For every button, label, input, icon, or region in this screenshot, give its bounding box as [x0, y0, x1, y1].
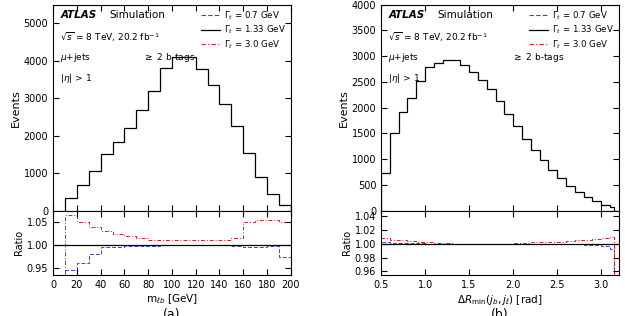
Text: ATLAS: ATLAS [388, 10, 424, 20]
Text: Simulation: Simulation [109, 10, 165, 20]
Text: $\sqrt{s}$ = 8 TeV, 20.2 fb$^{-1}$: $\sqrt{s}$ = 8 TeV, 20.2 fb$^{-1}$ [388, 30, 488, 44]
Text: ATLAS: ATLAS [60, 10, 96, 20]
Y-axis label: Events: Events [339, 89, 349, 126]
Y-axis label: Ratio: Ratio [14, 230, 24, 255]
Text: $\geq$ 2 b-tags: $\geq$ 2 b-tags [512, 51, 564, 64]
Text: $\mu$+jets: $\mu$+jets [60, 51, 91, 64]
Text: (b): (b) [491, 308, 509, 316]
Text: $\geq$ 2 b-tags: $\geq$ 2 b-tags [143, 51, 196, 64]
X-axis label: $\Delta R_{\rm min}(j_b, j_\ell)$ [rad]: $\Delta R_{\rm min}(j_b, j_\ell)$ [rad] [457, 293, 542, 307]
Y-axis label: Events: Events [11, 89, 21, 126]
Text: $|\eta|$ > 1: $|\eta|$ > 1 [60, 72, 92, 85]
X-axis label: m$_{\ell b}$ [GeV]: m$_{\ell b}$ [GeV] [146, 293, 198, 307]
Text: Simulation: Simulation [437, 10, 493, 20]
Y-axis label: Ratio: Ratio [342, 230, 352, 255]
Text: $|\eta|$ > 1: $|\eta|$ > 1 [388, 72, 420, 85]
Text: (a): (a) [163, 308, 181, 316]
Legend: $\Gamma_t$ = 0.7 GeV, $\Gamma_t$ = 1.33 GeV, $\Gamma_t$ = 3.0 GeV: $\Gamma_t$ = 0.7 GeV, $\Gamma_t$ = 1.33 … [201, 9, 286, 51]
Text: $\mu$+jets: $\mu$+jets [388, 51, 419, 64]
Text: $\sqrt{s}$ = 8 TeV, 20.2 fb$^{-1}$: $\sqrt{s}$ = 8 TeV, 20.2 fb$^{-1}$ [60, 30, 160, 44]
Legend: $\Gamma_t$ = 0.7 GeV, $\Gamma_t$ = 1.33 GeV, $\Gamma_t$ = 3.0 GeV: $\Gamma_t$ = 0.7 GeV, $\Gamma_t$ = 1.33 … [529, 9, 614, 51]
